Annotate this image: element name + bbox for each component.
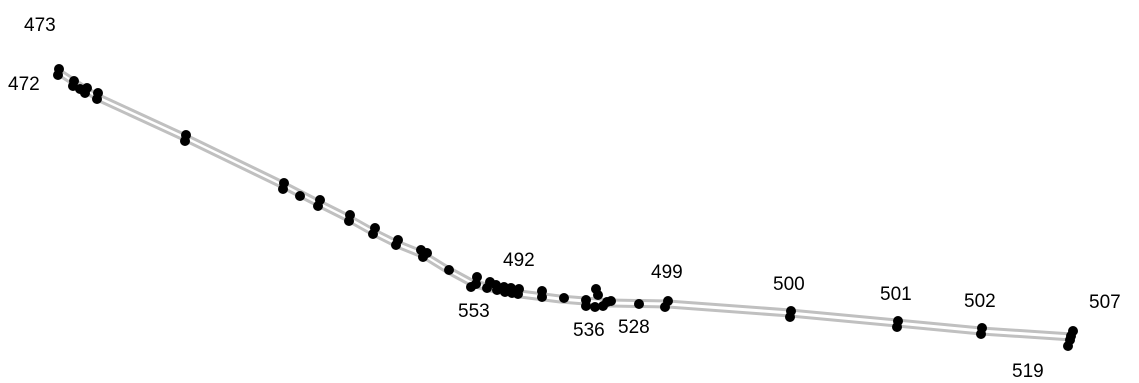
stop-dot[interactable] <box>976 329 986 339</box>
stop-label-472: 472 <box>8 74 40 95</box>
stop-label-501: 501 <box>880 284 912 305</box>
stop-dot[interactable] <box>785 312 795 322</box>
stop-dot[interactable] <box>80 88 90 98</box>
stop-dot[interactable] <box>471 279 481 289</box>
stop-dot[interactable] <box>606 296 616 306</box>
stop-dot[interactable] <box>344 216 354 226</box>
stop-dot[interactable] <box>295 191 305 201</box>
stop-dot[interactable] <box>593 290 603 300</box>
stop-label-519: 519 <box>1012 361 1044 382</box>
stop-label-528: 528 <box>618 317 650 338</box>
stop-label-492: 492 <box>503 250 535 271</box>
stop-dot[interactable] <box>444 265 454 275</box>
stop-dot[interactable] <box>368 229 378 239</box>
stop-dot[interactable] <box>278 184 288 194</box>
track-line-upper <box>55 66 1074 336</box>
stop-dot[interactable] <box>92 94 102 104</box>
stop-dot[interactable] <box>660 302 670 312</box>
route-track <box>55 66 1074 342</box>
stop-label-553: 553 <box>458 301 490 322</box>
stop-dot[interactable] <box>513 289 523 299</box>
stop-dot[interactable] <box>892 322 902 332</box>
stop-dot[interactable] <box>180 136 190 146</box>
stop-dot[interactable] <box>391 240 401 250</box>
stop-labels: 473 472 492 553 499 536 528 500 501 502 … <box>8 15 1121 382</box>
stop-519-dot[interactable] <box>1063 341 1073 351</box>
stop-536-dot[interactable] <box>581 301 591 311</box>
stop-dot[interactable] <box>590 302 600 312</box>
stops <box>53 64 1078 351</box>
track-line-lower <box>55 72 1074 342</box>
stop-label-500: 500 <box>773 274 805 295</box>
stop-label-499: 499 <box>651 262 683 283</box>
stop-dot[interactable] <box>482 283 492 293</box>
stop-dot[interactable] <box>537 292 547 302</box>
stop-528-dot[interactable] <box>634 299 644 309</box>
stop-dot[interactable] <box>313 201 323 211</box>
stop-dot[interactable] <box>559 293 569 303</box>
stop-label-536: 536 <box>573 320 605 341</box>
stop-label-507: 507 <box>1089 292 1121 313</box>
stop-472-dot[interactable] <box>53 70 63 80</box>
stop-label-502: 502 <box>964 291 996 312</box>
stop-dot[interactable] <box>418 252 428 262</box>
stop-label-473: 473 <box>24 15 56 36</box>
